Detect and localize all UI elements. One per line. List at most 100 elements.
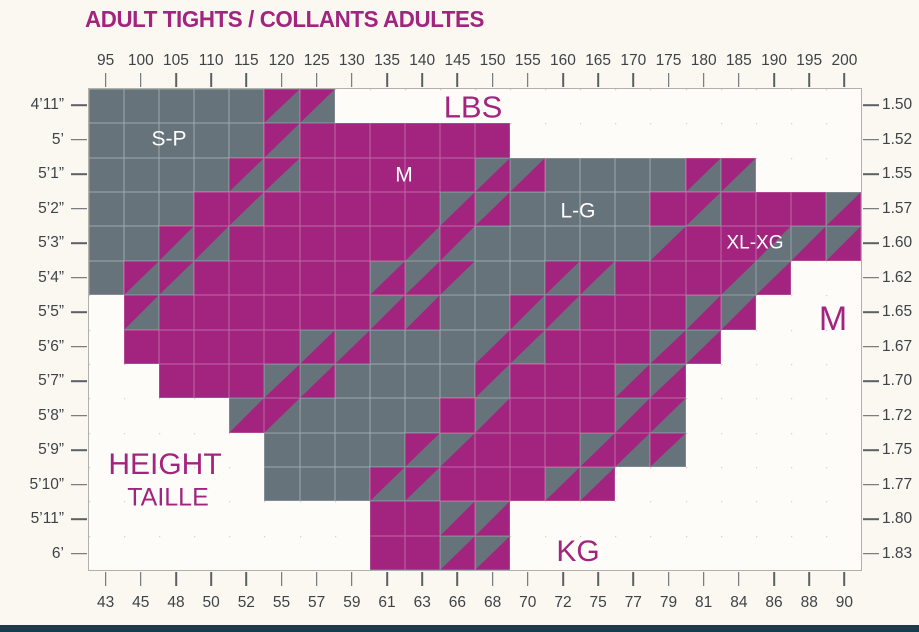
cell-5’1”-160lbs (545, 157, 581, 193)
cell-5’3”-150lbs (474, 226, 511, 261)
cell-5’3”-170lbs (615, 226, 651, 261)
cell-5’9”-130lbs (334, 432, 370, 467)
cell-5’6”-165lbs (580, 329, 616, 364)
cell-5’9”-190lbs (755, 432, 791, 467)
right-axis-tick (863, 518, 879, 521)
cell-4’11”-125lbs (299, 89, 335, 124)
top-axis-tick-label: 160 (550, 52, 576, 69)
right-axis-tick (863, 311, 879, 314)
cell-5’11”-175lbs (650, 501, 686, 536)
cell-5’4”-160lbs (545, 260, 581, 296)
top-axis-tick (280, 73, 283, 87)
top-axis-tick-label: 170 (620, 52, 647, 69)
cell-5’1”-155lbs (510, 157, 546, 193)
cell-5’4”-185lbs (720, 260, 756, 296)
cell-5’1”-150lbs (474, 157, 511, 193)
left-axis-tick-label: 5’10” (29, 475, 64, 493)
cell-5’11”-160lbs (545, 501, 581, 536)
cell-5’7”-180lbs (685, 363, 721, 399)
cell-5’1”-120lbs (264, 157, 300, 193)
cell-5’-185lbs (720, 123, 756, 158)
cell-5’10”-170lbs (615, 466, 651, 502)
cell-5’9”-115lbs (229, 432, 265, 467)
right-axis-tick-label: 1.83 (882, 544, 913, 562)
cell-4’11”-135lbs (369, 89, 405, 124)
cell-4’11”-100lbs (124, 89, 160, 124)
right-axis-tick-label: 1.60 (882, 234, 913, 252)
cell-5’6”-105lbs (159, 329, 195, 364)
cell-5’9”-185lbs (720, 432, 756, 467)
bottom-axis-tick-label: 52 (237, 594, 255, 611)
cell-5’5”-115lbs (229, 295, 265, 330)
bottom-axis-tick-label: 43 (96, 594, 115, 611)
top-axis-tick-label: 95 (96, 52, 115, 69)
top-axis-tick (456, 73, 459, 87)
top-axis-tick-label: 165 (585, 52, 612, 69)
bottom-axis-tick (597, 572, 599, 586)
cell-5’9”-110lbs (194, 432, 230, 467)
cell-5’11”-135lbs (369, 501, 405, 536)
cell-5’6”-175lbs (650, 329, 686, 364)
cell-5’1”-125lbs (299, 157, 335, 193)
top-axis-tick-label: 130 (338, 52, 365, 69)
cell-4’11”-130lbs (334, 89, 370, 124)
cell-5’5”-180lbs (685, 295, 721, 330)
cell-5’2”-185lbs (720, 192, 756, 227)
cell-5’7”-125lbs (299, 363, 335, 399)
cell-5’10”-110lbs (194, 466, 230, 502)
cell-5’9”-150lbs (474, 432, 511, 467)
axis-label-height: HEIGHT (108, 448, 222, 481)
cell-5’8”-100lbs (124, 398, 160, 433)
cell-5’3”-130lbs (334, 226, 370, 261)
cell-5’1”-95lbs (89, 157, 125, 193)
cell-5’-100lbs (124, 123, 160, 158)
cell-5’4”-120lbs (264, 260, 300, 296)
zone-label-m: M (395, 163, 413, 187)
bottom-axis-tick-label: 86 (765, 594, 783, 611)
bottom-axis-tick-label: 66 (448, 594, 467, 611)
cell-5’11”-115lbs (229, 501, 265, 536)
cell-4’11”-175lbs (650, 89, 686, 124)
cell-5’11”-125lbs (299, 501, 335, 536)
cell-5’3”-145lbs (439, 226, 475, 261)
cell-5’6”-200lbs (825, 329, 861, 364)
cell-5’7”-150lbs (474, 363, 511, 399)
cell-5’10”-150lbs (474, 466, 511, 502)
cell-5’7”-105lbs (159, 363, 195, 399)
cell-5’7”-160lbs (545, 363, 581, 399)
cell-5’10”-200lbs (825, 466, 861, 502)
right-axis-tick (863, 173, 879, 176)
top-axis-tick-label: 190 (761, 52, 787, 69)
left-axis-tick-label: 5’8” (38, 406, 64, 424)
left-axis-tick (71, 276, 87, 279)
bottom-axis-tick-label: 68 (483, 594, 502, 611)
cell-5’10”-100lbs (124, 466, 160, 502)
cell-5’3”-95lbs (89, 226, 125, 261)
cell-5’2”-200lbs (825, 192, 861, 227)
cell-5’3”-160lbs (545, 226, 581, 261)
top-axis-tick (139, 73, 142, 87)
cell-5’11”-170lbs (615, 501, 651, 536)
right-axis-tick (863, 242, 879, 245)
cell-5’8”-180lbs (685, 398, 721, 433)
cell-5’5”-195lbs (790, 295, 826, 330)
cell-5’3”-175lbs (650, 226, 686, 261)
top-axis-tick-label: 200 (831, 52, 858, 69)
cell-5’-125lbs (299, 123, 335, 158)
bottom-axis-tick (315, 572, 318, 586)
cell-5’8”-105lbs (159, 398, 195, 433)
cell-5’7”-200lbs (825, 363, 861, 399)
cell-5’10”-125lbs (299, 466, 335, 502)
bottom-axis-tick (843, 572, 846, 586)
cell-5’5”-190lbs (755, 295, 791, 330)
cell-5’-110lbs (194, 123, 230, 158)
cell-5’4”-140lbs (404, 260, 440, 296)
zone-label-sp: S-P (151, 127, 187, 151)
cell-5’7”-140lbs (404, 363, 440, 399)
cell-5’11”-155lbs (510, 501, 546, 536)
left-axis-tick-label: 5’7” (38, 372, 64, 390)
right-axis-tick (863, 449, 879, 452)
cell-5’5”-200lbs (825, 295, 861, 330)
cell-4’11”-195lbs (790, 89, 826, 124)
left-axis-tick-label: 5’6” (38, 337, 64, 355)
